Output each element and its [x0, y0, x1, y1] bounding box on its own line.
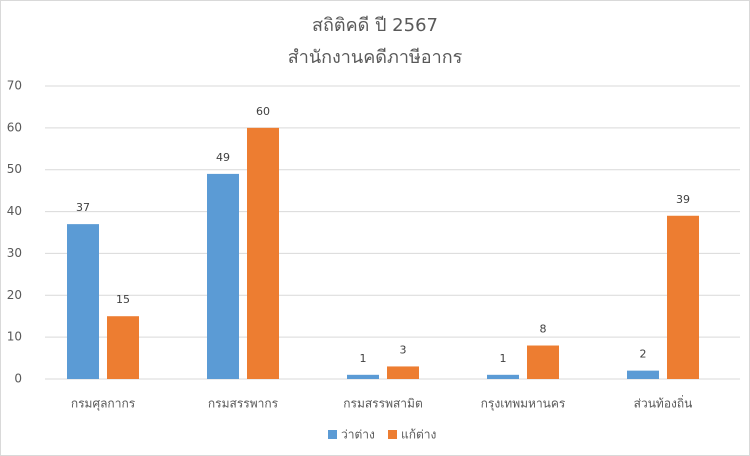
legend-label: ว่าต่าง [341, 428, 375, 442]
value-label: 1 [500, 352, 507, 365]
y-tick-label: 0 [14, 372, 22, 386]
x-tick-label: กรุงเทพมหานคร [481, 397, 566, 412]
y-tick-label: 10 [7, 330, 22, 344]
y-tick-label: 50 [7, 162, 22, 176]
y-tick-label: 20 [7, 288, 22, 302]
value-label: 3 [400, 343, 407, 356]
bar [107, 316, 139, 379]
bar [387, 366, 419, 379]
chart-title: สถิติคดี ปี 2567 [312, 15, 438, 36]
y-tick-label: 70 [7, 79, 22, 93]
value-label: 15 [116, 293, 130, 306]
value-label: 8 [540, 323, 547, 336]
bar [667, 215, 699, 379]
x-tick-label: กรมสรรพสามิต [343, 397, 423, 411]
legend-label: แก้ต่าง [401, 428, 436, 442]
value-label: 2 [640, 348, 647, 361]
bar [207, 173, 239, 379]
bar [527, 345, 559, 379]
bar [247, 127, 279, 379]
legend-swatch [388, 430, 397, 439]
y-tick-label: 30 [7, 246, 22, 260]
chart-subtitle: สำนักงานคดีภาษีอากร [288, 47, 463, 68]
y-tick-label: 60 [7, 120, 22, 134]
bar [487, 374, 519, 379]
value-label: 1 [360, 352, 367, 365]
value-label: 37 [76, 201, 90, 214]
bar [347, 374, 379, 379]
value-label: 49 [216, 151, 230, 164]
bar [67, 224, 99, 379]
x-tick-label: ส่วนท้องถิ่น [634, 395, 693, 411]
value-label: 60 [256, 105, 270, 118]
legend-swatch [328, 430, 337, 439]
bar [627, 370, 659, 379]
y-tick-label: 40 [7, 204, 22, 218]
x-tick-label: กรมสรรพากร [208, 397, 279, 411]
x-tick-label: กรมศุลกากร [71, 397, 136, 412]
value-label: 39 [676, 193, 690, 206]
